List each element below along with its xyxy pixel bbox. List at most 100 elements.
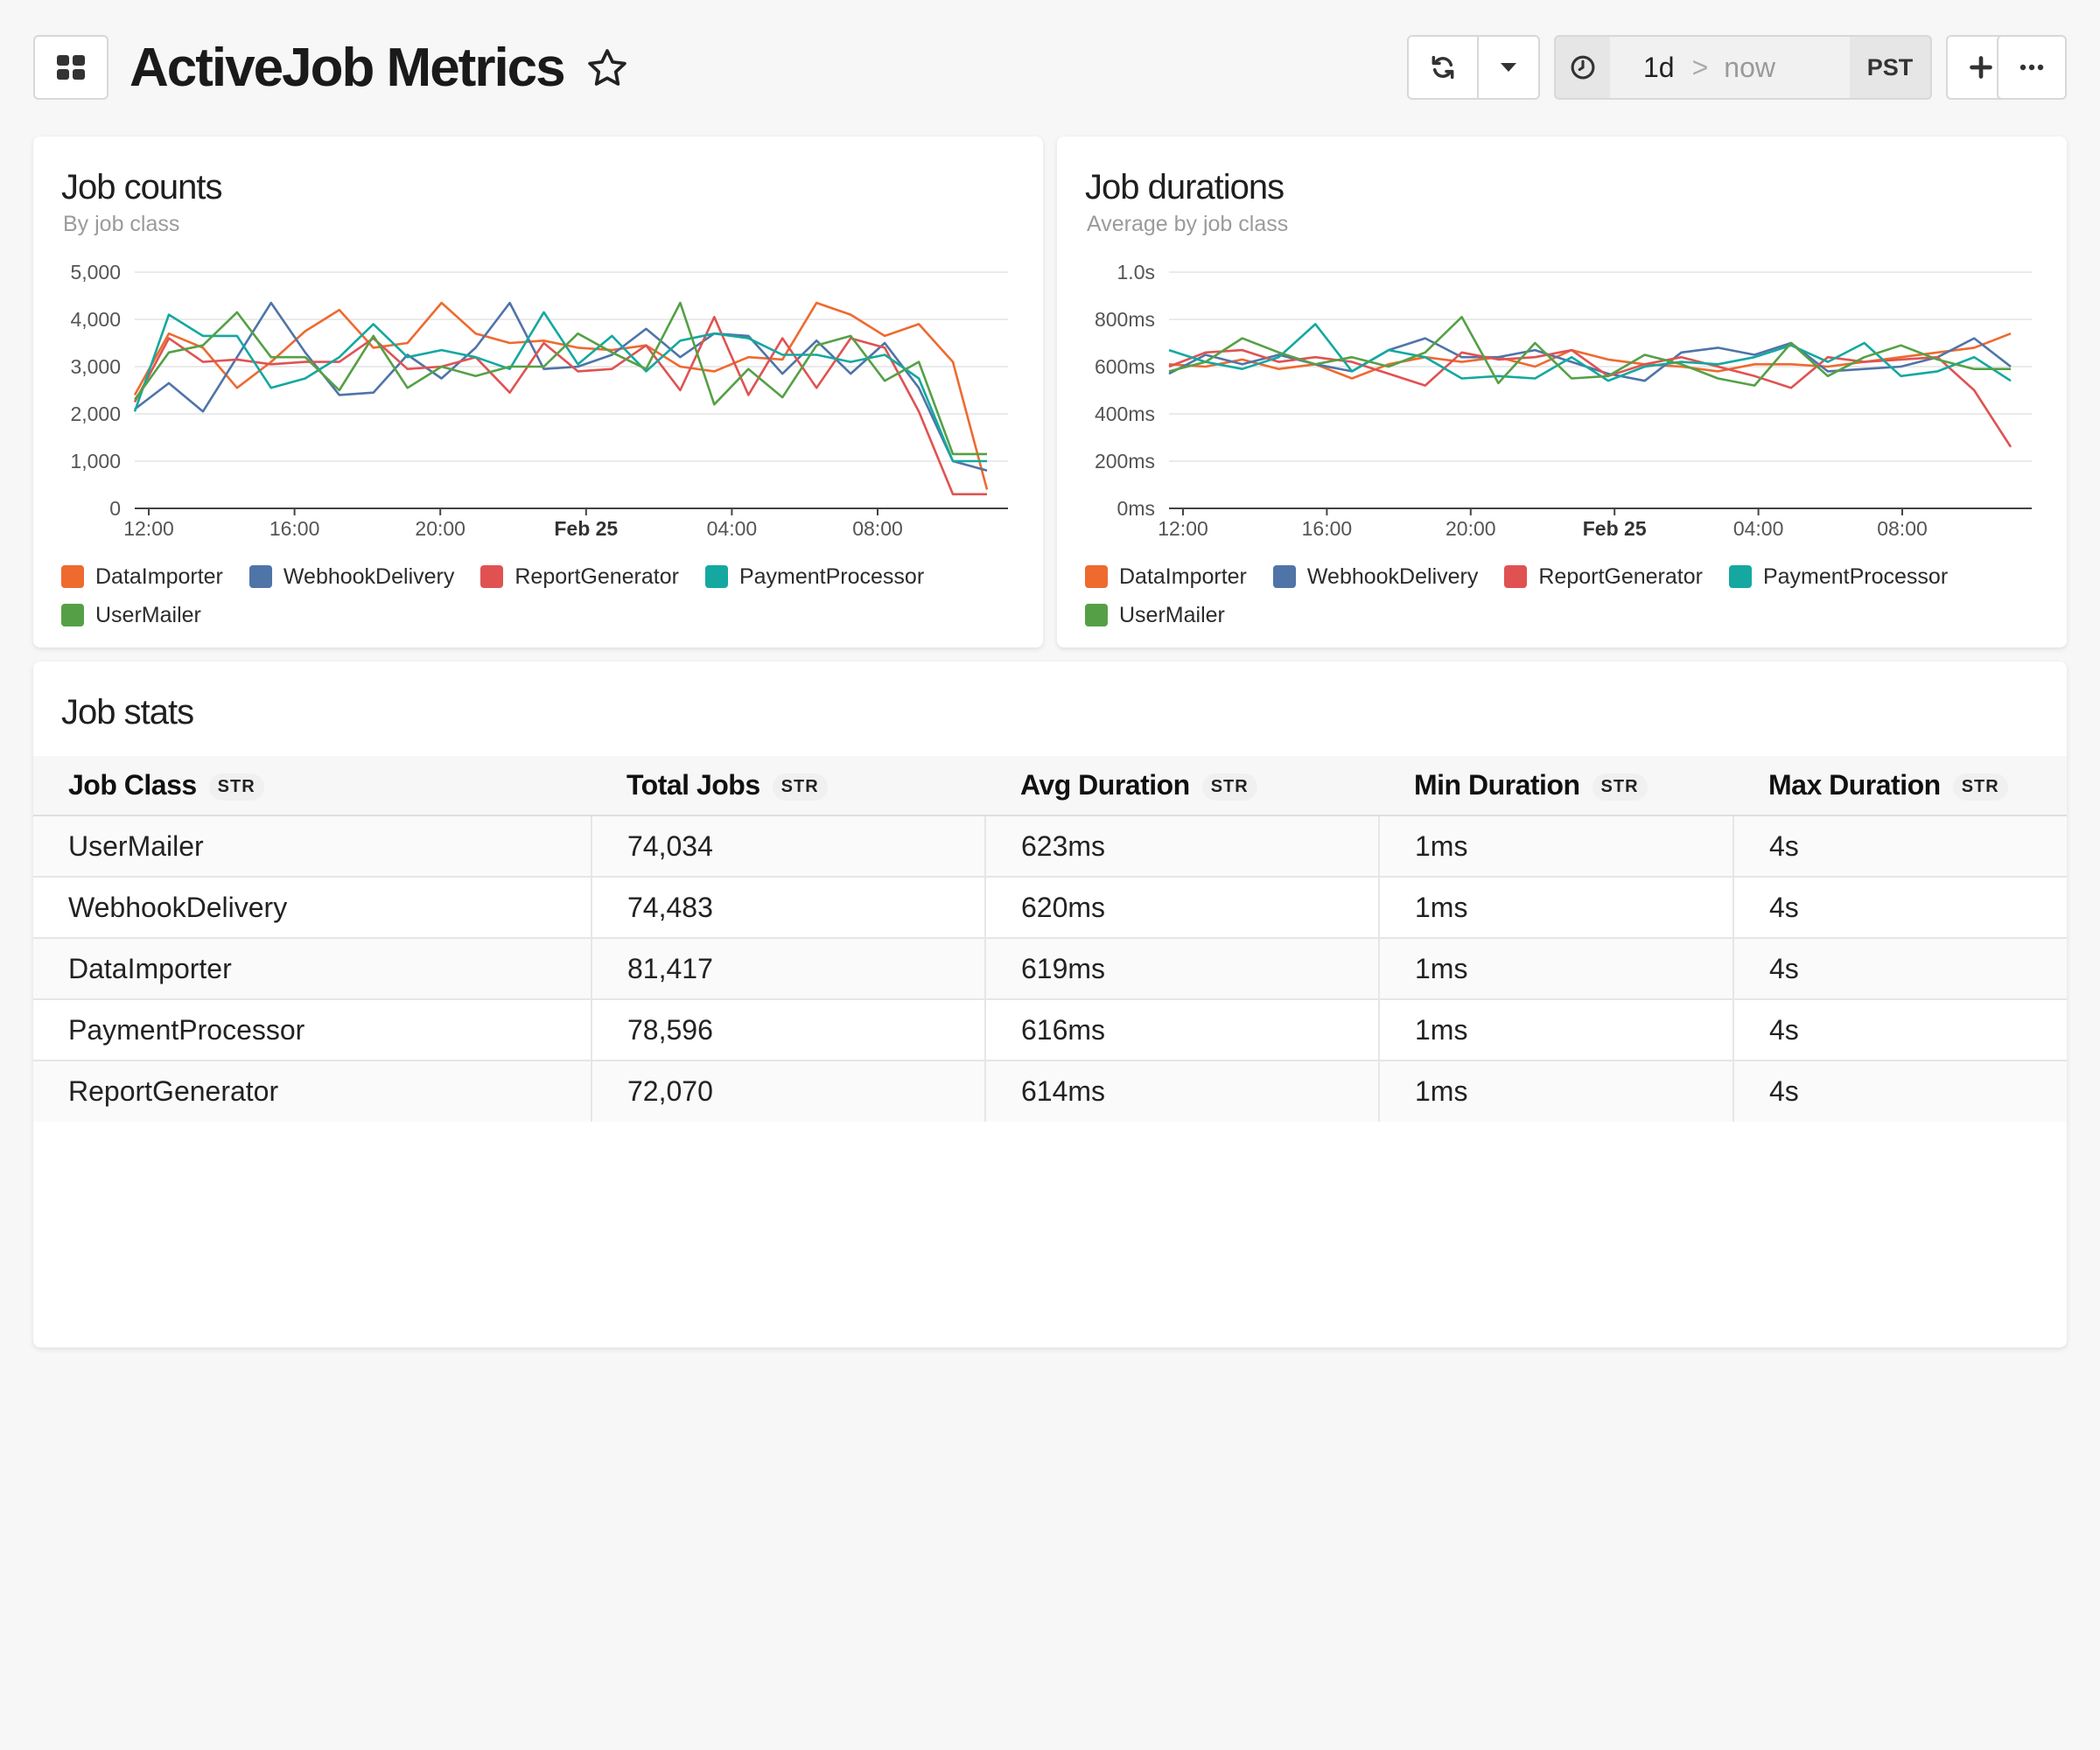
y-tick-label: 0ms <box>1117 497 1155 520</box>
legend-swatch <box>248 565 272 588</box>
caret-down-icon <box>1501 63 1516 72</box>
time-range-picker[interactable]: 1d > now PST <box>1554 35 1932 100</box>
refresh-button[interactable] <box>1409 37 1477 98</box>
legend-item-paymentprocessor[interactable]: PaymentProcessor <box>1728 564 1949 590</box>
legend-item-webhookdelivery[interactable]: WebhookDelivery <box>1272 564 1479 590</box>
column-header-avg-duration[interactable]: Avg Duration STR <box>985 756 1379 816</box>
chevron-right-icon: > <box>1691 51 1709 83</box>
legend-label: PaymentProcessor <box>1762 564 1949 589</box>
time-range-end: now <box>1724 51 1775 83</box>
y-tick-label: 2,000 <box>70 402 121 425</box>
table-row: ReportGenerator 72,070 614ms 1ms 4s <box>33 1060 2067 1122</box>
series-line-paymentprocessor <box>133 311 987 463</box>
table-cell: 1ms <box>1378 1060 1733 1122</box>
series-line-usermailer <box>1168 316 2011 387</box>
more-options-button[interactable] <box>1997 35 2067 100</box>
legend-label: WebhookDelivery <box>1306 564 1479 589</box>
series-line-reportgenerator <box>133 316 987 496</box>
table-cell: 4s <box>1732 1060 2067 1122</box>
legend-swatch <box>480 565 504 588</box>
x-tick-label: 04:00 <box>1733 517 1784 540</box>
time-range-clock[interactable] <box>1556 37 1610 98</box>
table-cell: 1ms <box>1378 816 1733 878</box>
legend-swatch <box>61 565 84 588</box>
table-cell: 4s <box>1732 877 2067 939</box>
dashboards-menu-button[interactable] <box>33 35 108 100</box>
legend-swatch <box>704 565 728 588</box>
clock-icon <box>1571 55 1595 80</box>
series-line-paymentprocessor <box>1168 323 2012 382</box>
table-row: DataImporter 81,417 619ms 1ms 4s <box>33 938 2067 1000</box>
type-badge: STR <box>208 774 264 802</box>
legend-swatch <box>1085 604 1108 626</box>
plus-icon <box>1970 56 1992 79</box>
panel-title: Job counts <box>61 168 222 206</box>
table-cell: 74,034 <box>591 816 985 878</box>
job-counts-legend: DataImporter WebhookDelivery ReportGenerat… <box>61 564 1024 628</box>
legend-label: ReportGenerator <box>1538 564 1703 589</box>
legend-swatch <box>1728 565 1752 588</box>
table-row: PaymentProcessor 78,596 616ms 1ms 4s <box>33 999 2067 1061</box>
timezone-button[interactable]: PST <box>1866 53 1914 80</box>
legend-item-reportgenerator[interactable]: ReportGenerator <box>1504 564 1703 590</box>
table-cell: 620ms <box>984 877 1379 939</box>
table-cell: 1ms <box>1378 938 1733 1000</box>
job-durations-chart[interactable]: 0ms 200ms 400ms 600ms 800ms 1.0s 12:00 16:00 20:… <box>1057 136 2067 548</box>
legend-label: DataImporter <box>95 564 223 589</box>
table-cell: 81,417 <box>591 938 985 1000</box>
legend-item-paymentprocessor[interactable]: PaymentProcessor <box>704 564 924 590</box>
legend-item-webhookdelivery[interactable]: WebhookDelivery <box>248 564 454 590</box>
y-tick-label: 4,000 <box>70 308 121 331</box>
table-cell: 1ms <box>1378 999 1733 1061</box>
legend-item-dataimporter[interactable]: DataImporter <box>61 564 223 590</box>
series-line-webhookdelivery <box>134 301 988 472</box>
table-cell: 78,596 <box>591 999 985 1061</box>
series-line-reportgenerator <box>1168 348 2012 448</box>
table-cell: 619ms <box>984 938 1379 1000</box>
panel-subtitle: By job class <box>63 212 180 236</box>
legend-swatch <box>1504 565 1528 588</box>
legend-label: DataImporter <box>1119 564 1247 589</box>
column-header-max-duration[interactable]: Max Duration STR <box>1733 756 2067 816</box>
x-tick-label: 16:00 <box>270 517 320 540</box>
time-range-selector[interactable]: 1d > now <box>1610 37 1850 98</box>
panel-title: Job stats <box>61 693 194 732</box>
series-line-usermailer <box>133 301 987 456</box>
table-cell: 623ms <box>984 816 1379 878</box>
table-cell: 4s <box>1732 999 2067 1061</box>
table-cell: 4s <box>1732 938 2067 1000</box>
column-header-total-jobs[interactable]: Total Jobs STR <box>592 756 985 816</box>
legend-swatch <box>1272 565 1296 588</box>
job-counts-chart[interactable]: 0 1,000 2,000 3,000 4,000 5,000 12:00 16:00 20:0… <box>33 136 1043 548</box>
legend-item-usermailer[interactable]: UserMailer <box>61 602 201 628</box>
y-tick-label: 1.0s <box>1117 261 1155 284</box>
x-tick-label: Feb 25 <box>1583 517 1647 540</box>
type-badge: STR <box>772 774 828 802</box>
refresh-options-dropdown[interactable] <box>1477 37 1538 98</box>
type-badge: STR <box>1592 774 1648 802</box>
star-icon[interactable] <box>584 46 630 91</box>
column-header-min-duration[interactable]: Min Duration STR <box>1379 756 1733 816</box>
type-badge: STR <box>1952 774 2008 802</box>
legend-swatch <box>61 604 84 626</box>
table-cell: 4s <box>1732 816 2067 878</box>
column-header-job-class[interactable]: Job Class STR <box>33 756 592 816</box>
y-tick-label: 200ms <box>1095 450 1155 472</box>
time-range-start: 1d <box>1643 51 1675 83</box>
panel-title: Job durations <box>1085 168 1284 206</box>
table-cell: WebhookDelivery <box>33 877 592 939</box>
legend-swatch <box>1085 565 1108 588</box>
y-tick-label: 3,000 <box>70 355 121 378</box>
legend-item-dataimporter[interactable]: DataImporter <box>1085 564 1247 590</box>
table-cell: 1ms <box>1378 877 1733 939</box>
table-cell: 616ms <box>984 999 1379 1061</box>
page-title: ActiveJob Metrics <box>130 37 566 98</box>
legend-item-usermailer[interactable]: UserMailer <box>1085 602 1225 628</box>
table-cell: 614ms <box>984 1060 1379 1122</box>
table-cell: 72,070 <box>591 1060 985 1122</box>
table-cell: DataImporter <box>33 938 592 1000</box>
y-tick-label: 1,000 <box>70 450 121 472</box>
legend-item-reportgenerator[interactable]: ReportGenerator <box>480 564 679 590</box>
x-tick-label: 12:00 <box>123 517 174 540</box>
legend-label: UserMailer <box>95 602 201 627</box>
